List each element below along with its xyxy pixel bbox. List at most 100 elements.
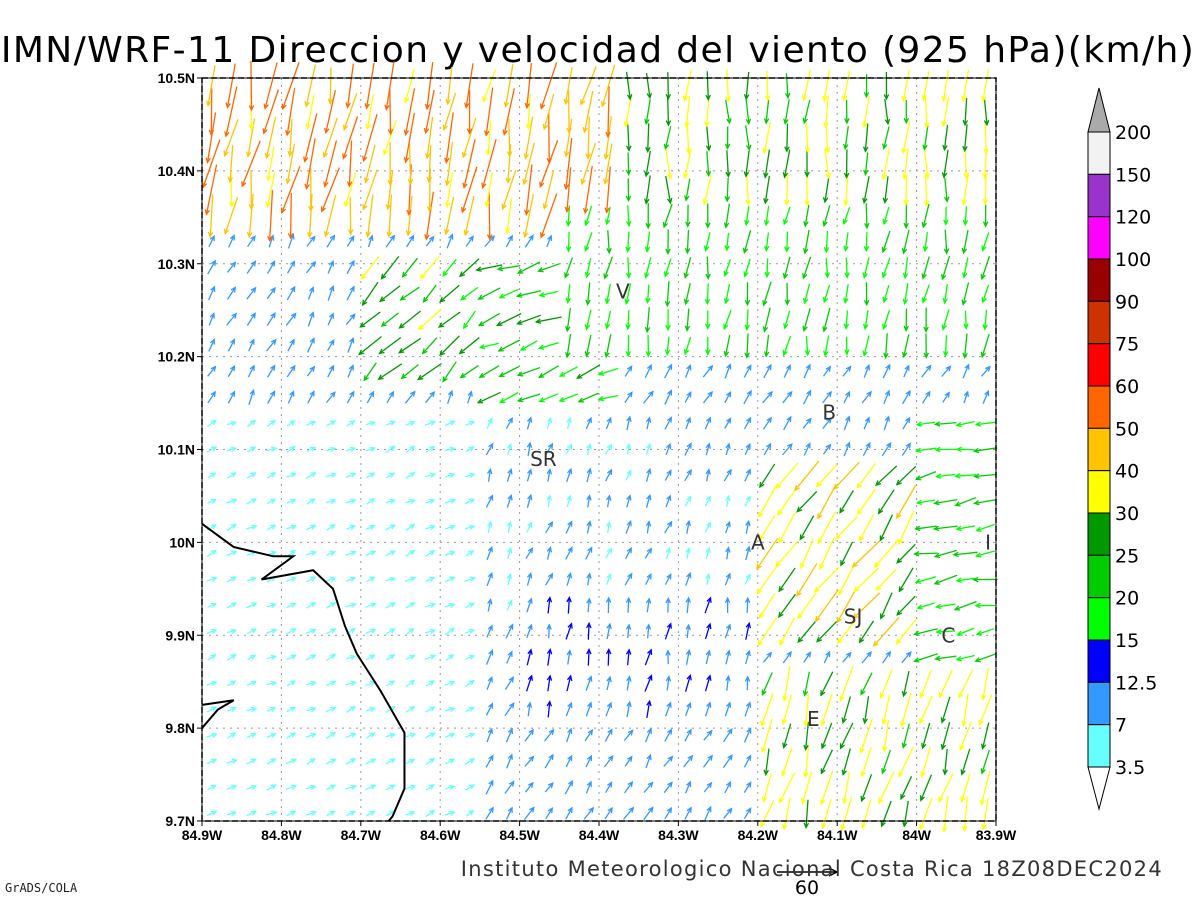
wind-vector (775, 462, 799, 490)
wind-vector (444, 171, 454, 209)
wind-vector (980, 255, 991, 281)
wind-vector (324, 90, 337, 135)
wind-vector (486, 676, 493, 690)
wind-vector (723, 468, 732, 482)
colorbar-overflow-top (1087, 87, 1111, 133)
colorbar-label: 15 (1115, 630, 1139, 652)
wind-vector (563, 138, 573, 191)
wind-vector (973, 473, 997, 479)
wind-vector (424, 654, 437, 660)
wind-vector (206, 419, 218, 427)
wind-vector (903, 100, 910, 125)
wind-vector (264, 116, 277, 160)
wind-vector (942, 335, 949, 358)
wind-vector (526, 648, 533, 666)
wind-vector (724, 780, 732, 794)
wind-vector (682, 70, 692, 102)
wind-vector (422, 284, 437, 304)
wind-vector (523, 116, 534, 160)
wind-vector (644, 231, 651, 253)
wind-vector (565, 622, 573, 640)
wind-vector (915, 421, 936, 427)
wind-vector (799, 515, 815, 541)
wind-vector (624, 391, 633, 404)
wind-vector (744, 701, 752, 717)
wind-vector (980, 722, 990, 750)
wind-vector (941, 149, 949, 179)
wind-vector (444, 112, 454, 164)
wind-vector (844, 99, 850, 125)
wind-vector (405, 523, 416, 531)
wind-vector (724, 232, 730, 252)
wind-vector (564, 779, 574, 795)
wind-vector (784, 73, 791, 100)
wind-vector (485, 120, 492, 156)
wind-vector (743, 416, 752, 430)
x-tick-label: 84.2W (738, 827, 779, 843)
wind-vector (546, 674, 553, 692)
wind-vector (516, 314, 542, 325)
reference-arrow-head (828, 867, 839, 877)
x-tick-label: 84.5W (499, 827, 540, 843)
wind-vector (643, 806, 654, 820)
x-tick-label: 84.9W (182, 827, 223, 843)
wind-vector (582, 90, 594, 134)
wind-vector (496, 265, 521, 272)
wind-vector (703, 232, 711, 252)
wind-vector (323, 194, 337, 238)
wind-vector (725, 674, 731, 691)
wind-vector (544, 781, 554, 793)
wind-vector (286, 576, 297, 582)
wind-vector (305, 810, 318, 816)
wind-vector (763, 416, 772, 430)
wind-vector (875, 465, 898, 487)
wind-vector (266, 757, 277, 765)
wind-vector (226, 628, 238, 635)
wind-vector (982, 175, 989, 206)
wind-vector (506, 599, 513, 611)
wind-vector (822, 176, 830, 204)
wind-vector (836, 619, 857, 645)
colorbar-swatch (1087, 470, 1111, 514)
x-tick-label: 84W (902, 827, 932, 843)
wind-vector (286, 260, 296, 274)
wind-vector (305, 550, 318, 556)
wind-vector (506, 467, 513, 482)
wind-vector (604, 283, 611, 305)
wind-vector (606, 675, 612, 691)
wind-vector (724, 701, 732, 717)
wind-vector (881, 230, 891, 254)
wind-vector (477, 287, 501, 300)
wind-vector (783, 310, 791, 330)
wind-vector (522, 142, 535, 186)
wind-vector (644, 648, 653, 666)
wind-vector (665, 229, 671, 256)
colorbar-label: 120 (1115, 207, 1151, 229)
wind-vector (932, 525, 958, 532)
wind-vector (546, 234, 553, 248)
wind-vector (246, 524, 258, 530)
wind-vector (914, 525, 937, 532)
wind-vector (702, 390, 714, 404)
wind-vector (515, 290, 542, 298)
wind-vector (462, 310, 476, 330)
wind-vector (895, 465, 917, 486)
wind-vector (762, 390, 773, 404)
wind-vector (839, 490, 854, 514)
wind-vector (304, 138, 316, 191)
wind-vector (506, 650, 513, 664)
wind-vector (538, 290, 559, 298)
wind-vector (558, 366, 578, 377)
wind-vector (900, 692, 912, 728)
wind-vector (583, 806, 595, 820)
wind-vector (307, 337, 315, 353)
wind-vector (882, 176, 889, 205)
wind-vector (919, 695, 933, 725)
wind-vector (380, 312, 399, 328)
wind-vector (664, 728, 673, 742)
wind-vector (287, 193, 294, 240)
wind-vector (744, 596, 751, 613)
wind-vector (873, 539, 899, 569)
wind-vector (819, 770, 834, 806)
wind-vector (325, 498, 337, 505)
